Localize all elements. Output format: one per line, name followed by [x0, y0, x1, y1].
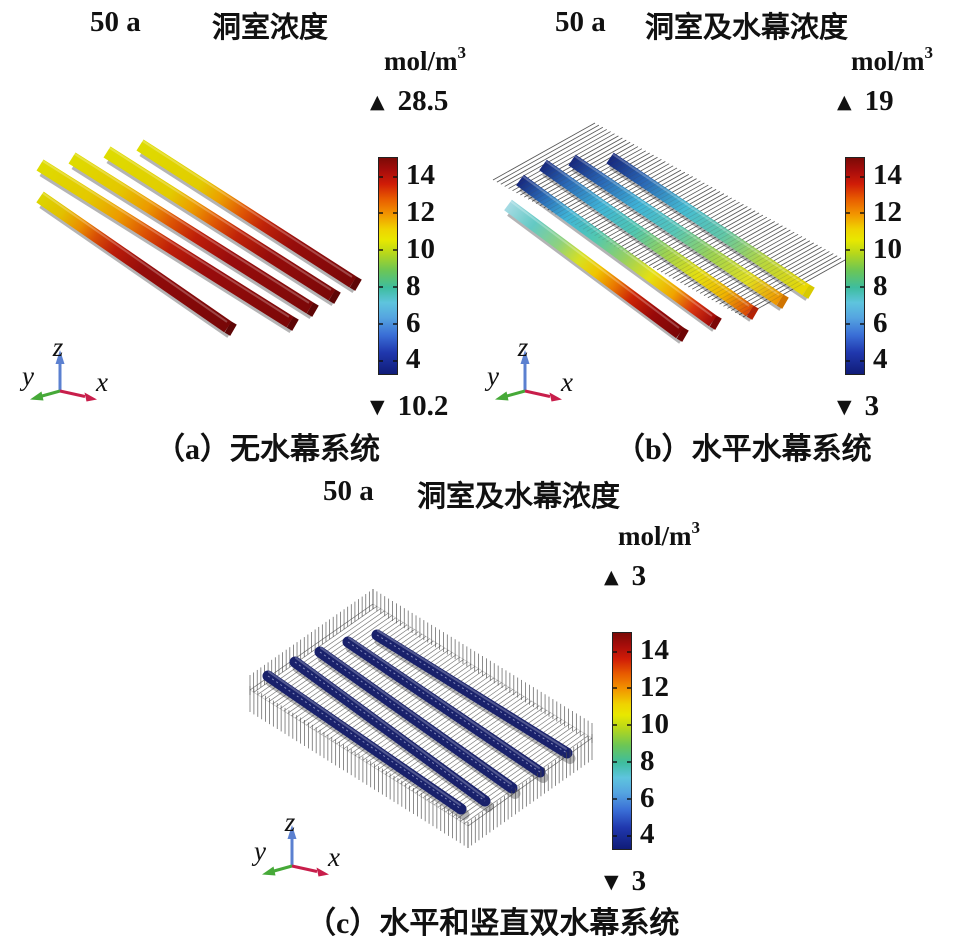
panel-c-colorbar: mol/m3 ▲ 3 14 12 10 8 6 4 ▼ 3: [600, 518, 700, 910]
z-axis-label: z: [52, 334, 64, 362]
colorbar-gradient: [612, 632, 632, 850]
colorbar-unit-label: mol/m3: [384, 43, 466, 76]
panel-a-time-label: 50 a: [90, 6, 141, 38]
colorbar-max-value: 28.5: [397, 85, 449, 117]
colorbar-max-row: ▲ 3: [604, 560, 646, 593]
panel-b-time-label: 50 a: [555, 6, 606, 38]
y-axis-label: y: [484, 361, 499, 391]
x-axis-label: x: [95, 367, 108, 397]
x-axis-arrow: [59, 389, 97, 402]
panel-b-caption: （b）水平水幕系统: [615, 433, 872, 466]
colorbar-tick-labels: 14 12 10 8 6 4: [873, 158, 902, 376]
y-axis-label: y: [19, 361, 34, 391]
panel-a-title: 洞室浓度: [212, 12, 329, 44]
panel-c-axis-triad: z y x: [251, 809, 340, 877]
z-axis-arrow: [287, 825, 297, 866]
colorbar-tick-labels: 14 12 10 8 6 4: [640, 633, 669, 851]
y-axis-label: y: [251, 836, 266, 866]
down-triangle-icon: ▼: [604, 870, 619, 893]
y-axis-arrow: [262, 864, 293, 876]
y-axis-arrow: [30, 389, 61, 401]
colorbar-gradient: [378, 157, 398, 375]
up-triangle-icon: ▲: [837, 90, 852, 113]
colorbar-tick-labels: 14 12 10 8 6 4: [406, 158, 435, 376]
colorbar-min-value: 3: [631, 865, 647, 897]
panel-a-3d-plot: [36, 139, 362, 338]
x-axis-label: x: [327, 842, 340, 872]
panel-b: 50 a 洞室及水幕浓度 mol/m3 ▲ 19 14 12 10 8 6 4 ▼ 3: [478, 0, 956, 470]
up-triangle-icon: ▲: [604, 565, 619, 588]
colorbar-min-row: ▼ 3: [837, 390, 879, 423]
z-axis-arrow: [520, 350, 530, 391]
panel-b-title: 洞室及水幕浓度: [645, 12, 849, 44]
colorbar-min-value: 10.2: [397, 390, 449, 422]
colorbar-max-row: ▲ 28.5: [370, 85, 448, 118]
panel-c-3d-plot: [249, 589, 593, 848]
z-axis-label: z: [517, 334, 529, 362]
colorbar-max-value: 3: [631, 560, 647, 592]
x-axis-label: x: [560, 367, 573, 397]
down-triangle-icon: ▼: [837, 395, 852, 418]
x-axis-arrow: [524, 389, 562, 402]
panel-b-axis-triad: z y x: [484, 334, 573, 402]
panel-c: 50 a 洞室及水幕浓度 mol/m3 ▲ 3 14 12 10 8 6 4 ▼ 3: [0, 470, 956, 936]
y-axis-arrow: [495, 389, 526, 401]
panel-b-colorbar: mol/m3 ▲ 19 14 12 10 8 6 4 ▼ 3: [833, 43, 933, 435]
colorbar-unit-label: mol/m3: [618, 518, 700, 551]
colorbar-max-value: 19: [864, 85, 894, 117]
colorbar-gradient: [845, 157, 865, 375]
colorbar-min-value: 3: [864, 390, 880, 422]
up-triangle-icon: ▲: [370, 90, 385, 113]
panel-a: 50 a 洞室浓度 mol/m3 ▲ 28.5 14 12 10 8 6 4 ▼ 10.2: [0, 0, 478, 470]
panel-c-caption: （c）水平和竖直双水幕系统: [306, 907, 680, 936]
x-axis-arrow: [291, 864, 329, 877]
panel-a-caption: （a）无水幕系统: [155, 433, 380, 466]
colorbar-max-row: ▲ 19: [837, 85, 894, 118]
colorbar-min-row: ▼ 10.2: [370, 390, 448, 423]
z-axis-arrow: [55, 350, 65, 391]
z-axis-label: z: [284, 809, 296, 837]
panel-a-axis-triad: z y x: [19, 334, 108, 402]
panel-c-time-label: 50 a: [323, 475, 374, 507]
panel-b-3d-plot: [492, 122, 846, 344]
down-triangle-icon: ▼: [370, 395, 385, 418]
panel-c-title: 洞室及水幕浓度: [417, 481, 621, 513]
colorbar-unit-label: mol/m3: [851, 43, 933, 76]
panel-a-colorbar: mol/m3 ▲ 28.5 14 12 10 8 6 4 ▼ 10.2: [366, 43, 466, 435]
colorbar-min-row: ▼ 3: [604, 865, 646, 898]
